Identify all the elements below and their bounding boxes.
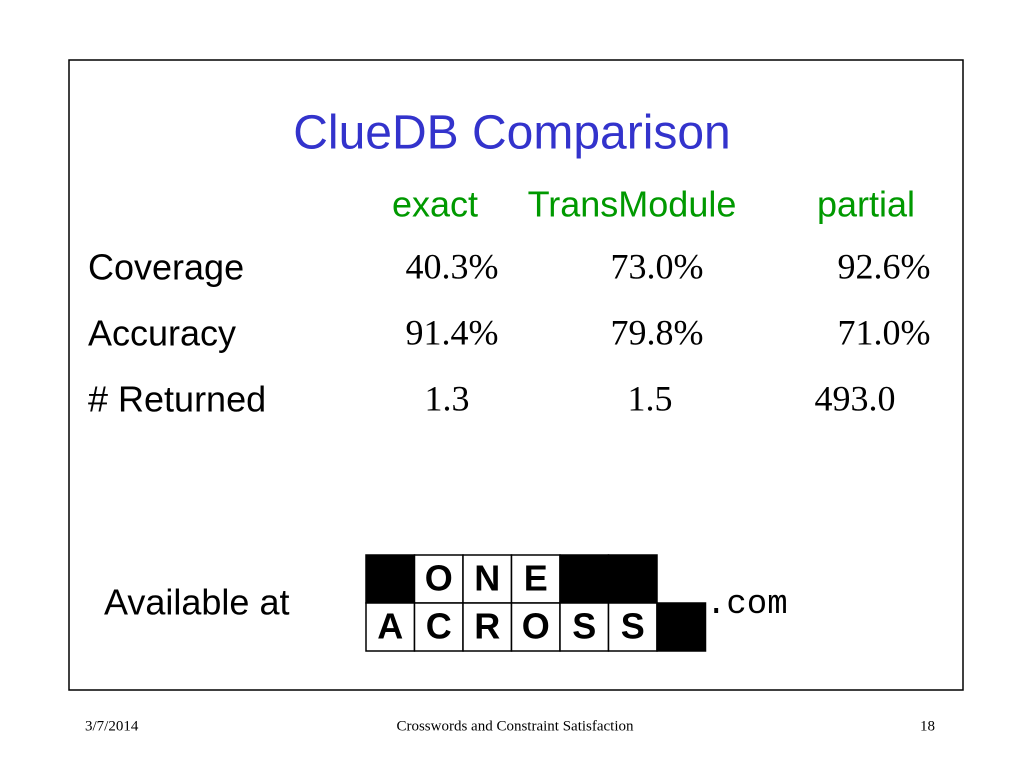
- table-cell: 79.8%: [611, 312, 704, 352]
- logo-cell: [559, 602, 610, 652]
- footer-title: Crosswords and Constraint Satisfaction: [396, 718, 634, 734]
- logo-letter: E: [524, 558, 548, 599]
- logo-letter: R: [474, 606, 500, 647]
- logo-black-cell: [607, 554, 658, 604]
- column-header: partial: [817, 184, 915, 225]
- table-cell: 1.3: [425, 378, 470, 418]
- table-cell: 91.4%: [406, 312, 499, 352]
- logo-black-cell: [365, 554, 416, 604]
- logo-letter: C: [426, 606, 452, 647]
- logo-suffix: .com: [706, 586, 788, 624]
- table-cell: 73.0%: [611, 246, 704, 286]
- column-header: exact: [392, 184, 478, 225]
- table-cell: 1.5: [628, 378, 673, 418]
- slide-title: ClueDB Comparison: [293, 107, 731, 160]
- footer-date: 3/7/2014: [85, 718, 139, 734]
- logo-black-cell: [656, 602, 707, 652]
- table-cell: 71.0%: [838, 312, 931, 352]
- logo-cell: [462, 602, 513, 652]
- table-cell: 493.0: [815, 378, 896, 418]
- logo-letter: O: [425, 558, 453, 599]
- row-label: Coverage: [88, 247, 244, 288]
- table-cell: 92.6%: [838, 246, 931, 286]
- logo-cell: [607, 602, 658, 652]
- available-text: Available at: [104, 582, 289, 623]
- logo-letter: N: [474, 558, 500, 599]
- logo-letter: A: [377, 606, 403, 647]
- logo-cell: [510, 602, 561, 652]
- column-header: TransModule: [528, 184, 737, 225]
- logo-letter: O: [522, 606, 550, 647]
- slide-border: [68, 59, 964, 691]
- logo-cell: [365, 602, 416, 652]
- table-cell: 40.3%: [406, 246, 499, 286]
- logo-letter: S: [621, 606, 645, 647]
- logo-cell: [413, 602, 464, 652]
- row-label: Accuracy: [88, 313, 236, 354]
- row-label: # Returned: [88, 379, 266, 420]
- logo-black-cell: [559, 554, 610, 604]
- logo-letter: S: [572, 606, 596, 647]
- footer-page: 18: [920, 718, 935, 734]
